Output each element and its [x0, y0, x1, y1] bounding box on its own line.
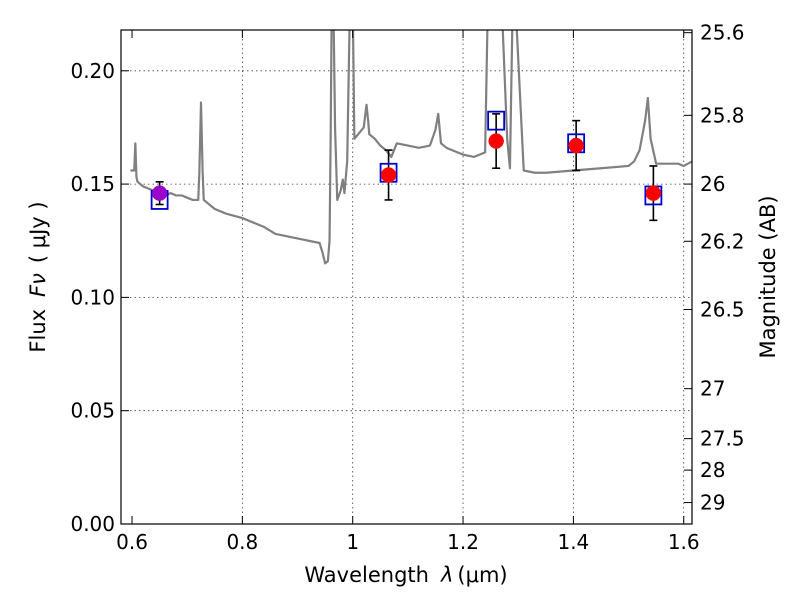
- y-tick-label: 0.20: [70, 59, 115, 83]
- y-tick-label: 0.15: [70, 172, 115, 196]
- x-tick-label: 0.6: [116, 530, 148, 554]
- observed-point: [568, 137, 584, 154]
- y-axis-label: FluxFν( μJy ): [26, 201, 50, 352]
- y2-tick-label: 26: [700, 172, 725, 196]
- observed-point: [151, 185, 168, 201]
- x-axis-ticks: 0.6 0.8 1 1.2 1.4 1.6: [116, 30, 700, 554]
- x-tick-label: 0.8: [226, 530, 258, 554]
- marker-layer: [150, 110, 663, 210]
- y2-tick-label: 25.8: [700, 103, 745, 127]
- observed-point: [488, 133, 504, 149]
- y2-tick-label: 27.5: [700, 427, 745, 451]
- y2-tick-label: 26.5: [700, 298, 745, 322]
- y2-tick-label: 29: [700, 491, 725, 515]
- x-tick-label: 1: [346, 530, 359, 554]
- y-tick-label: 0.00: [70, 512, 115, 536]
- observed-point: [645, 185, 662, 201]
- y2-axis-ticks: 25.6 25.8 26 26.2 26.5 27 27.5 28 29: [684, 21, 745, 515]
- x-axis-label: Wavelength λ (μm): [304, 563, 507, 587]
- y-axis-ticks: 0.00 0.05 0.10 0.15 0.20: [70, 59, 129, 536]
- spectrum-line: [130, 30, 692, 265]
- y2-tick-label: 27: [700, 377, 725, 401]
- y-tick-label: 0.10: [70, 285, 115, 309]
- errorbar-layer: [155, 113, 658, 222]
- y2-tick-label: 28: [700, 458, 725, 482]
- x-tick-label: 1.2: [447, 530, 479, 554]
- y2-tick-label: 25.6: [700, 21, 745, 45]
- grid-lines: [121, 30, 692, 524]
- spectrum-layer: [130, 30, 692, 265]
- plot-frame: [120, 29, 693, 525]
- y2-tick-label: 26.2: [700, 229, 745, 253]
- model-point: [487, 110, 506, 131]
- x-tick-label: 1.6: [668, 530, 700, 554]
- x-tick-label: 1.4: [557, 530, 589, 554]
- y-tick-label: 0.05: [70, 399, 115, 423]
- y2-axis-label: Magnitude (AB): [756, 195, 780, 358]
- observed-point: [380, 167, 397, 183]
